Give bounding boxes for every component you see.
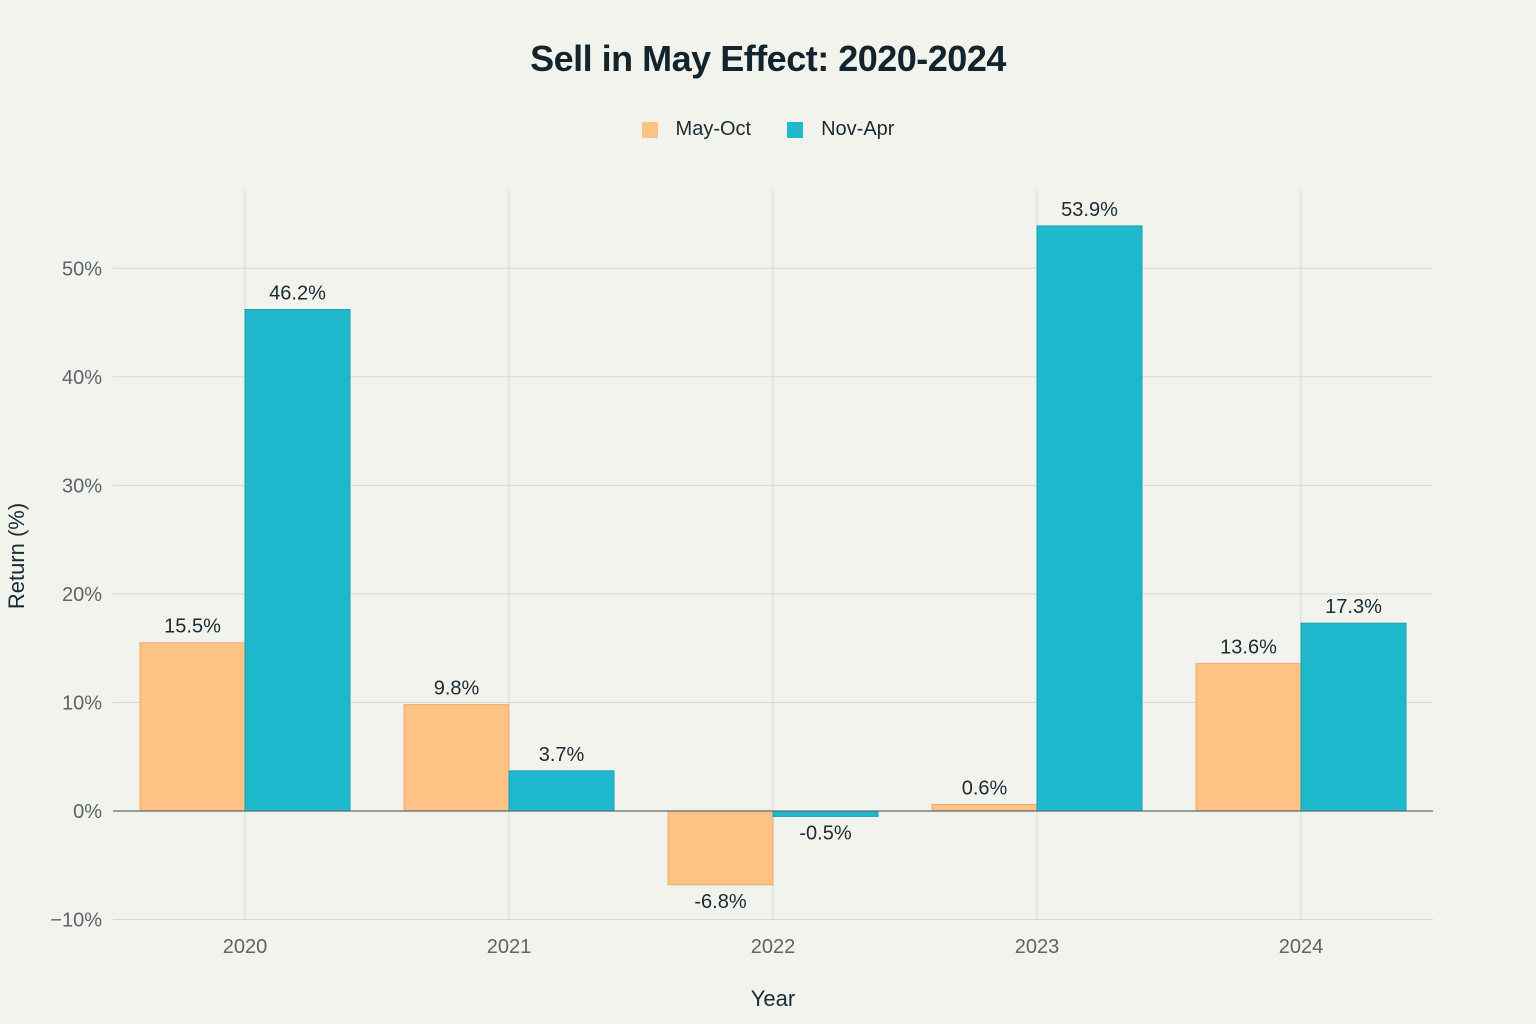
x-axis-ticks: 2020 2021 2022 2023 2024 bbox=[223, 936, 1324, 958]
x-tick-label: 2020 bbox=[223, 936, 268, 958]
legend-item-nov-apr[interactable]: Nov-Apr bbox=[787, 118, 894, 141]
bar-nov-apr-2020[interactable] bbox=[244, 308, 351, 812]
bars bbox=[139, 225, 1407, 886]
x-tick-label: 2023 bbox=[1015, 936, 1060, 958]
x-tick-label: 2021 bbox=[487, 936, 532, 958]
data-labels: 15.5% 9.8% -6.8% 0.6% 13.6% 46.2% 3.7% -0.5% 53.… bbox=[164, 199, 1382, 913]
y-axis-ticks: −10% 0% 10% 20% 30% 40% 50% bbox=[50, 258, 102, 931]
bar-may-oct-2022[interactable] bbox=[667, 810, 774, 886]
data-label: 53.9% bbox=[1061, 199, 1118, 221]
legend-swatch-nov-apr bbox=[787, 121, 804, 138]
y-tick-label: 0% bbox=[73, 801, 102, 823]
legend-label-may-oct: May-Oct bbox=[675, 118, 752, 140]
y-tick-label: 10% bbox=[62, 692, 102, 714]
legend: May-Oct Nov-Apr bbox=[0, 118, 1536, 141]
data-label: 3.7% bbox=[539, 744, 585, 766]
bar-nov-apr-2021[interactable] bbox=[508, 770, 615, 812]
bar-nov-apr-2022[interactable] bbox=[772, 810, 879, 817]
x-tick-label: 2022 bbox=[751, 936, 796, 958]
x-axis-title: Year bbox=[751, 986, 795, 1011]
data-label: 17.3% bbox=[1325, 596, 1382, 618]
bar-nov-apr-2023[interactable] bbox=[1036, 225, 1143, 812]
data-label: 9.8% bbox=[434, 678, 480, 700]
y-axis-title: Return (%) bbox=[4, 503, 29, 609]
data-label: 0.6% bbox=[962, 777, 1008, 799]
x-tick-label: 2024 bbox=[1279, 936, 1324, 958]
legend-label-nov-apr: Nov-Apr bbox=[821, 118, 895, 140]
data-label: -0.5% bbox=[799, 822, 851, 844]
bar-may-oct-2023[interactable] bbox=[931, 803, 1038, 812]
y-tick-label: 50% bbox=[62, 258, 102, 280]
bar-may-oct-2021[interactable] bbox=[403, 704, 510, 812]
y-tick-label: 40% bbox=[62, 367, 102, 389]
y-tick-label: 30% bbox=[62, 475, 102, 497]
bar-may-oct-2024[interactable] bbox=[1195, 662, 1302, 812]
legend-item-may-oct[interactable]: May-Oct bbox=[641, 118, 752, 141]
data-label: 46.2% bbox=[269, 282, 326, 304]
y-tick-label: 20% bbox=[62, 584, 102, 606]
bar-may-oct-2020[interactable] bbox=[139, 642, 246, 812]
chart-title: Sell in May Effect: 2020-2024 bbox=[530, 38, 1006, 79]
legend-swatch-may-oct bbox=[641, 121, 658, 138]
y-tick-label: −10% bbox=[50, 910, 102, 932]
data-label: -6.8% bbox=[694, 891, 746, 913]
data-label: 13.6% bbox=[1220, 636, 1277, 658]
bar-nov-apr-2024[interactable] bbox=[1300, 622, 1407, 812]
data-label: 15.5% bbox=[164, 616, 221, 638]
